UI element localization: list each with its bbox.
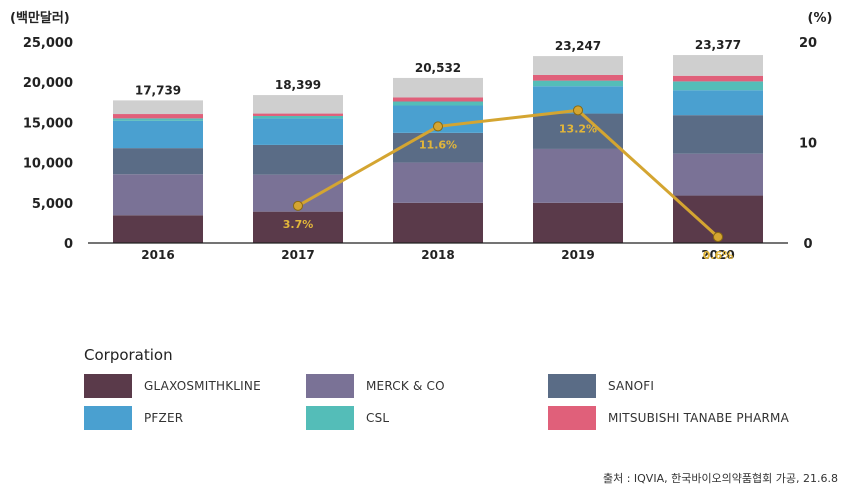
total-label: 23,247 bbox=[555, 39, 601, 53]
bar-segment bbox=[113, 148, 203, 175]
bar-segment bbox=[253, 211, 343, 243]
growth-label: 13.2% bbox=[559, 122, 597, 135]
y2-tick-label: 20 bbox=[799, 36, 817, 51]
bar-segment bbox=[253, 115, 343, 119]
legend-label: GLAXOSMITHKLINE bbox=[144, 379, 261, 393]
bar-segment bbox=[393, 202, 483, 243]
bar-segment bbox=[113, 215, 203, 243]
bar-segment bbox=[533, 113, 623, 149]
bar-segment bbox=[533, 202, 623, 243]
legend-label: MITSUBISHI TANABE PHARMA bbox=[608, 411, 789, 425]
legend-swatch bbox=[306, 406, 354, 430]
legend-item: MERCK & CO bbox=[306, 374, 548, 398]
bar-segment bbox=[673, 90, 763, 116]
legend-item: SANOFI bbox=[548, 374, 824, 398]
bar-segment bbox=[393, 77, 483, 98]
x-tick-label: 2020 bbox=[701, 248, 734, 262]
bar-segment bbox=[673, 81, 763, 91]
y-tick-label: 20,000 bbox=[23, 76, 73, 91]
legend-swatch bbox=[84, 406, 132, 430]
bar-segment bbox=[253, 113, 343, 116]
y-tick-label: 10,000 bbox=[23, 157, 73, 172]
bar-segment bbox=[113, 114, 203, 119]
legend-grid: GLAXOSMITHKLINE MERCK & CO SANOFI PFZER CSL M… bbox=[84, 374, 824, 430]
legend-item: GLAXOSMITHKLINE bbox=[84, 374, 306, 398]
bar-segment bbox=[533, 56, 623, 75]
bar-segment bbox=[393, 97, 483, 102]
y-tick-label: 25,000 bbox=[23, 36, 73, 51]
y-tick-label: 5,000 bbox=[32, 197, 73, 212]
bar-segment bbox=[673, 75, 763, 82]
bar-segment bbox=[113, 100, 203, 115]
total-label: 23,377 bbox=[695, 38, 741, 52]
bar-segment bbox=[253, 95, 343, 114]
y-tick-label: 15,000 bbox=[23, 116, 73, 131]
bar-segment bbox=[673, 55, 763, 76]
legend-swatch bbox=[306, 374, 354, 398]
legend-item: PFZER bbox=[84, 406, 306, 430]
growth-point bbox=[573, 105, 583, 116]
total-label: 17,739 bbox=[135, 83, 181, 97]
bar-segment bbox=[113, 118, 203, 121]
legend-title: Corporation bbox=[84, 346, 173, 364]
legend-swatch bbox=[548, 374, 596, 398]
x-tick-label: 2018 bbox=[421, 248, 454, 262]
growth-point bbox=[433, 121, 443, 132]
legend-label: MERCK & CO bbox=[366, 379, 445, 393]
bar-segment bbox=[113, 174, 203, 216]
bar-segment bbox=[533, 80, 623, 87]
bar-segment bbox=[253, 118, 343, 145]
bar-segment bbox=[533, 148, 623, 203]
legend-swatch bbox=[548, 406, 596, 430]
legend-label: SANOFI bbox=[608, 379, 655, 393]
total-label: 20,532 bbox=[415, 61, 461, 75]
y2-tick-label: 10 bbox=[799, 137, 817, 152]
bar-segment bbox=[673, 115, 763, 154]
growth-point bbox=[293, 200, 303, 211]
x-tick-label: 2019 bbox=[561, 248, 594, 262]
legend-label: CSL bbox=[366, 411, 390, 425]
y2-tick-label: 0 bbox=[803, 237, 812, 252]
legend-item: CSL bbox=[306, 406, 548, 430]
growth-label: 0.6% bbox=[703, 249, 734, 262]
bar-segment bbox=[393, 132, 483, 163]
source-note: 출처 : IQVIA, 한국바이오의약품협회 가공, 21.6.8 bbox=[602, 472, 838, 485]
growth-label: 11.6% bbox=[419, 138, 457, 151]
total-label: 18,399 bbox=[275, 78, 321, 92]
legend-swatch bbox=[84, 374, 132, 398]
bar-segment bbox=[393, 101, 483, 106]
bar-segment bbox=[393, 162, 483, 203]
bar-segment bbox=[673, 153, 763, 196]
x-tick-label: 2017 bbox=[281, 248, 314, 262]
y-tick-label: 0 bbox=[64, 237, 73, 252]
right-axis-title: (%) bbox=[808, 11, 833, 26]
growth-point bbox=[713, 231, 723, 242]
left-axis-title: (백만달러) bbox=[10, 10, 70, 26]
growth-label: 3.7% bbox=[283, 218, 314, 231]
legend-label: PFZER bbox=[144, 411, 184, 425]
x-tick-label: 2016 bbox=[141, 248, 174, 262]
bar-segment bbox=[113, 120, 203, 149]
bar-segment bbox=[533, 74, 623, 81]
legend-item: MITSUBISHI TANABE PHARMA bbox=[548, 406, 824, 430]
chart-svg: (백만달러) (%) 0 5,000 10,000 15,000 20,000 25,000 0… bbox=[10, 10, 833, 262]
legend: Corporation GLAXOSMITHKLINE MERCK & CO SAN… bbox=[84, 346, 824, 430]
growth-line bbox=[297, 108, 720, 239]
bar-segment bbox=[253, 144, 343, 175]
